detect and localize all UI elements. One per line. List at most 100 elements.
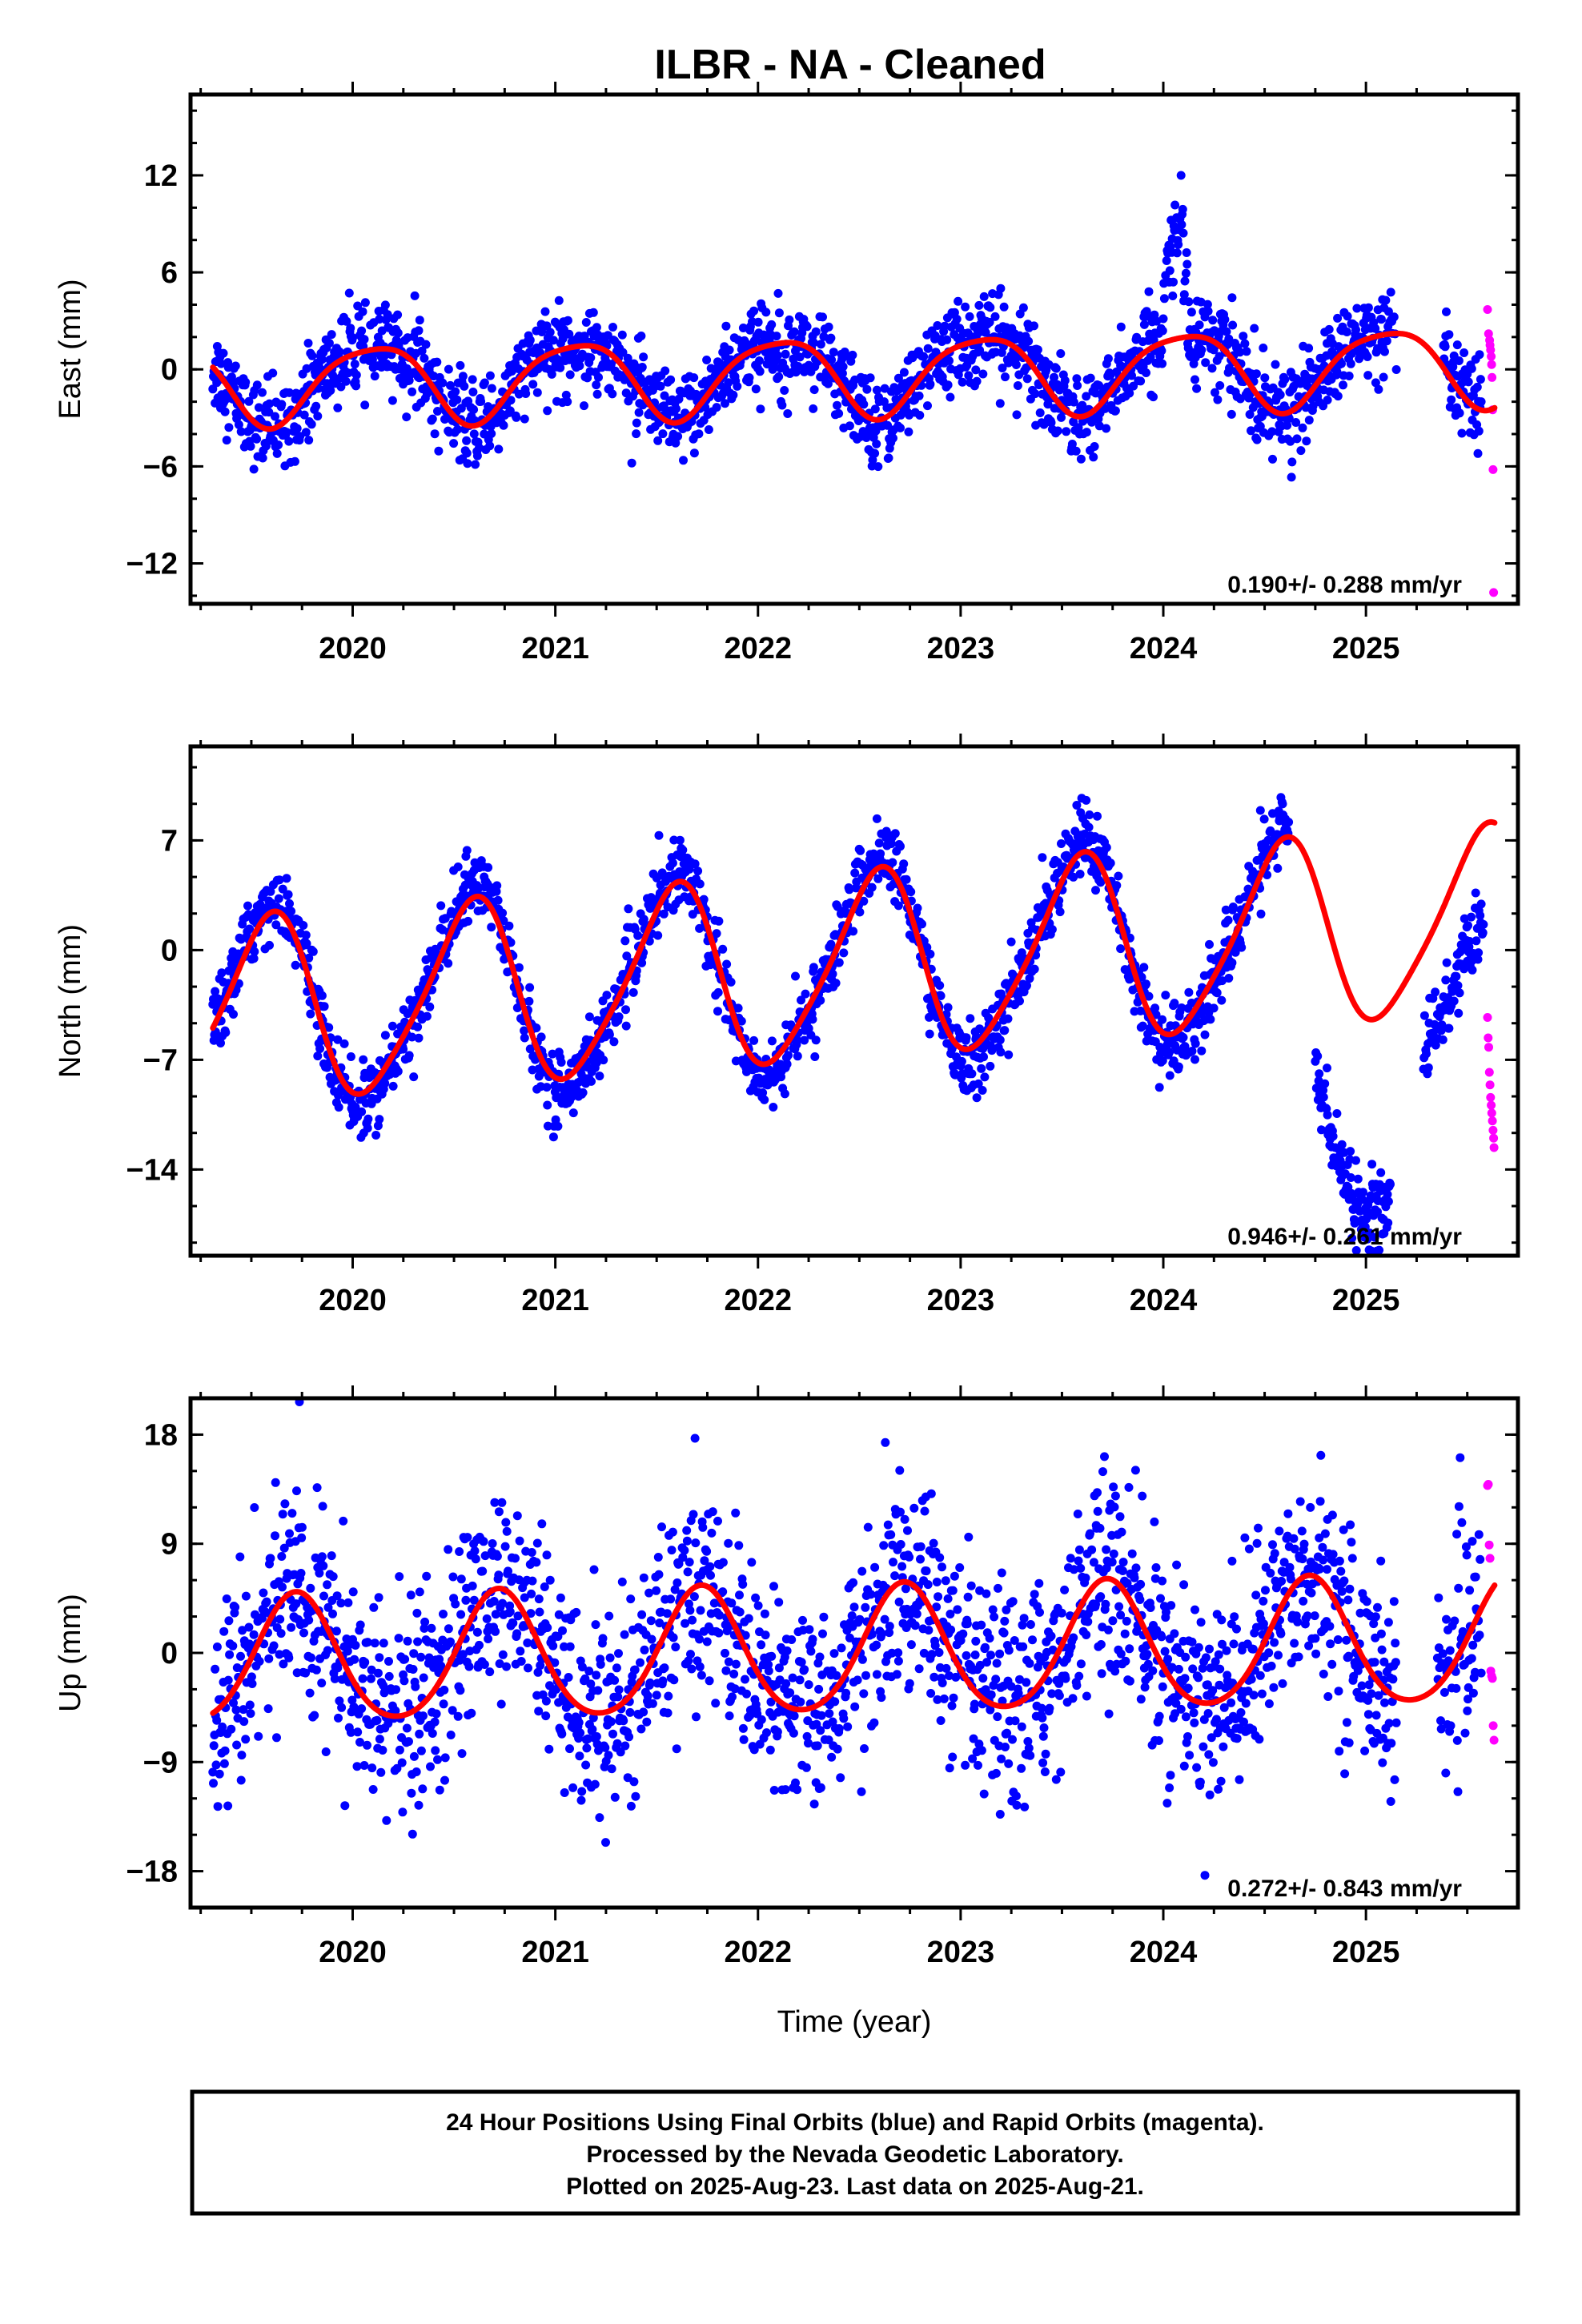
north-final-point	[1217, 995, 1227, 1005]
east-final-point	[978, 369, 988, 379]
up-final-point	[211, 1760, 221, 1770]
north-final-point	[758, 1088, 768, 1097]
east-final-point	[884, 453, 893, 463]
up-final-point	[739, 1735, 749, 1744]
north-final-point	[809, 963, 818, 972]
east-final-point	[1344, 372, 1354, 380]
east-final-point	[1351, 325, 1360, 335]
north-final-point	[245, 924, 255, 934]
east-final-point	[1239, 332, 1248, 341]
north-final-point	[718, 944, 728, 954]
up-final-point	[605, 1653, 615, 1663]
north-final-point	[543, 1100, 552, 1110]
north-final-point	[962, 1033, 971, 1043]
up-final-point	[376, 1767, 386, 1777]
up-final-point	[601, 1838, 610, 1848]
east-final-point	[254, 403, 263, 412]
east-final-point	[859, 400, 869, 409]
east-final-point	[252, 434, 262, 444]
east-final-point	[475, 443, 484, 452]
up-final-point	[731, 1659, 741, 1669]
north-final-point	[1223, 915, 1233, 925]
east-final-point	[458, 372, 468, 381]
east-final-point	[1090, 442, 1099, 451]
north-final-point	[462, 846, 472, 855]
up-final-point	[355, 1620, 365, 1630]
north-final-point	[986, 1061, 995, 1071]
up-final-point	[484, 1634, 493, 1643]
north-final-point	[699, 895, 709, 904]
north-final-point	[1209, 1003, 1219, 1013]
north-rapid-point	[1489, 1133, 1499, 1143]
up-final-point	[304, 1615, 314, 1625]
north-final-point	[1367, 1160, 1377, 1169]
east-final-point	[303, 339, 313, 348]
east-final-point	[793, 362, 803, 371]
north-final-point	[769, 1103, 778, 1112]
up-final-point	[663, 1708, 673, 1718]
up-final-point	[321, 1747, 331, 1756]
east-final-point	[452, 395, 462, 404]
east-final-point	[532, 388, 542, 397]
north-final-point	[712, 929, 721, 939]
up-final-point	[669, 1633, 678, 1642]
east-final-point	[694, 429, 704, 439]
east-final-point	[1136, 376, 1146, 386]
up-final-point	[231, 1602, 240, 1612]
north-final-point	[291, 960, 300, 970]
north-final-point	[653, 931, 663, 940]
up-final-point	[254, 1731, 263, 1741]
up-final-point	[374, 1593, 383, 1602]
north-final-point	[893, 901, 903, 911]
east-final-point	[1374, 384, 1383, 394]
east-final-point	[915, 411, 925, 420]
north-final-point	[726, 977, 736, 987]
east-final-point	[1287, 457, 1297, 467]
east-final-point	[220, 407, 230, 416]
east-final-point	[1476, 375, 1485, 384]
north-final-point	[1004, 1050, 1014, 1059]
up-final-point	[414, 1800, 424, 1810]
north-rapid-point	[1485, 1080, 1495, 1090]
up-final-point	[271, 1531, 279, 1541]
east-final-point	[1078, 400, 1087, 410]
up-final-point	[412, 1608, 422, 1618]
east-final-point	[565, 370, 575, 380]
up-final-point	[592, 1671, 601, 1680]
east-final-point	[1371, 378, 1380, 388]
north-final-point	[737, 1016, 746, 1026]
east-final-point	[284, 436, 294, 446]
up-final-point	[672, 1744, 681, 1754]
north-final-point	[1323, 1110, 1332, 1120]
north-final-point	[584, 1012, 594, 1022]
east-final-point	[816, 340, 825, 349]
east-final-point	[1267, 427, 1277, 436]
north-final-point	[371, 1131, 381, 1140]
up-final-point	[606, 1717, 616, 1727]
north-final-point	[492, 881, 502, 891]
east-final-point	[954, 296, 963, 306]
up-final-point	[589, 1565, 599, 1574]
east-final-point	[952, 315, 962, 324]
east-final-point	[375, 315, 384, 324]
east-final-point	[783, 409, 793, 418]
east-final-point	[1024, 336, 1034, 346]
up-final-point	[211, 1664, 220, 1674]
east-final-point	[1207, 364, 1217, 373]
east-final-point	[1094, 421, 1104, 431]
north-final-point	[1255, 806, 1265, 815]
east-final-point	[410, 291, 420, 300]
north-final-point	[599, 1055, 608, 1065]
east-final-point	[1363, 352, 1372, 361]
up-final-point	[516, 1657, 526, 1666]
north-final-point	[1116, 944, 1126, 954]
north-final-point	[1184, 987, 1194, 997]
east-final-point	[809, 404, 818, 413]
up-final-point	[464, 1662, 474, 1671]
up-final-point	[711, 1699, 721, 1708]
north-final-point	[1319, 1092, 1328, 1102]
up-final-point	[648, 1699, 657, 1708]
up-final-point	[280, 1499, 290, 1509]
north-rapid-point	[1484, 1068, 1494, 1077]
north-xtick-label: 2025	[1332, 1284, 1400, 1317]
